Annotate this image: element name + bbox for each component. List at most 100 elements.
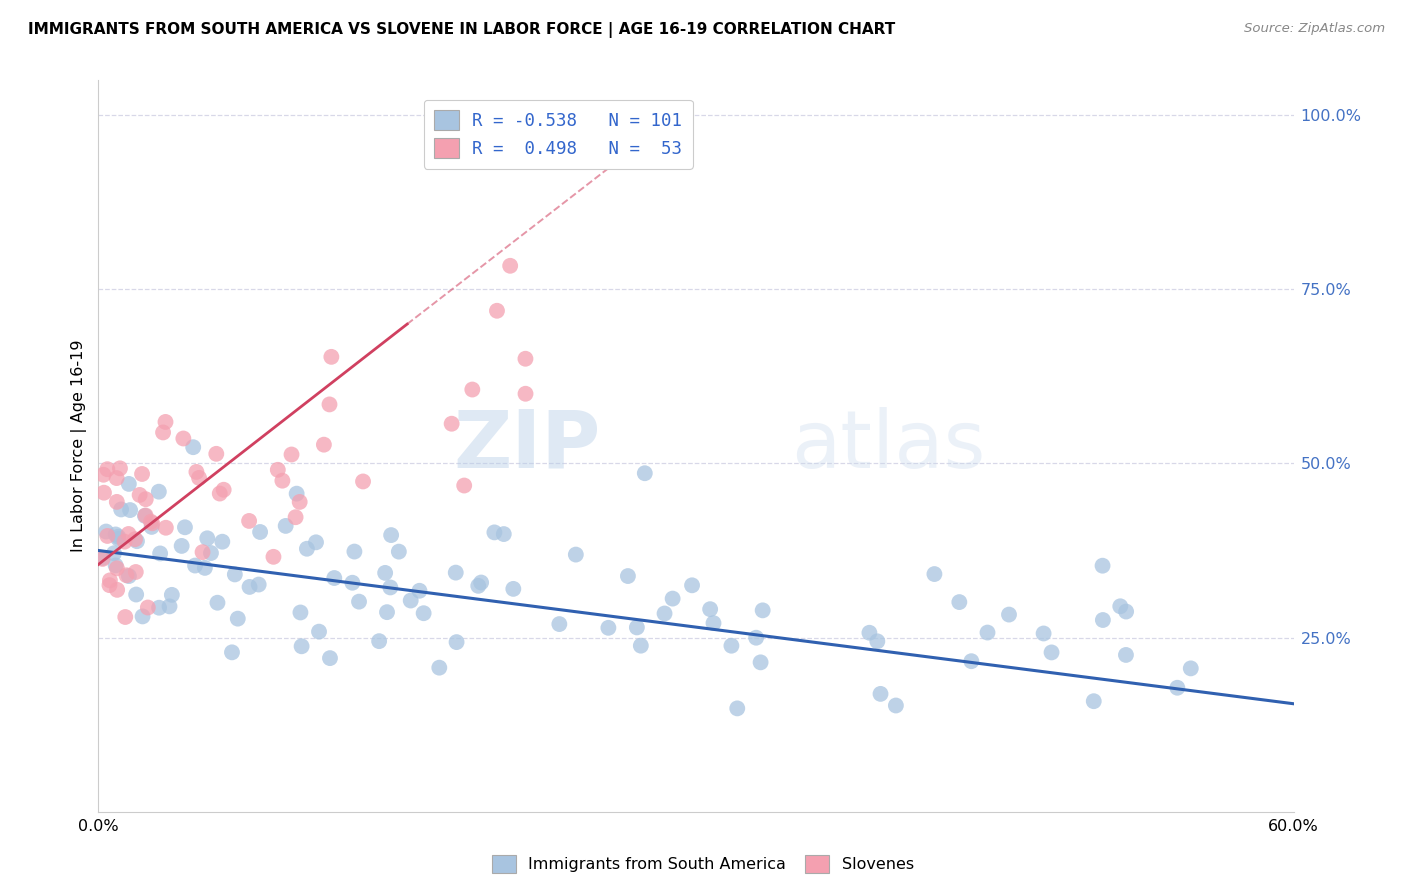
Point	[136, 600, 159, 615]
Point	[120, 503, 142, 517]
Point	[141, 520, 163, 534]
Point	[318, 397, 340, 411]
Point	[159, 599, 181, 614]
Point	[1180, 661, 1202, 675]
Point	[221, 645, 243, 659]
Point	[224, 567, 246, 582]
Point	[174, 520, 197, 534]
Point	[1083, 694, 1105, 708]
Point	[105, 471, 128, 485]
Point	[155, 521, 177, 535]
Point	[105, 561, 128, 575]
Point	[342, 575, 364, 590]
Point	[634, 467, 657, 481]
Point	[128, 488, 150, 502]
Point	[114, 610, 136, 624]
Point	[117, 527, 139, 541]
Point	[751, 603, 773, 617]
Point	[866, 634, 889, 648]
Point	[319, 651, 342, 665]
Point	[184, 558, 207, 573]
Point	[238, 580, 260, 594]
Point	[884, 698, 907, 713]
Point	[155, 415, 177, 429]
Point	[107, 530, 129, 544]
Point	[720, 639, 742, 653]
Point	[131, 609, 153, 624]
Point	[226, 612, 249, 626]
Point	[312, 438, 335, 452]
Point	[103, 546, 125, 560]
Point	[114, 534, 136, 549]
Point	[205, 447, 228, 461]
Point	[858, 625, 880, 640]
Point	[461, 383, 484, 397]
Point	[191, 545, 214, 559]
Point	[654, 607, 676, 621]
Point	[924, 567, 946, 582]
Point	[492, 527, 515, 541]
Point	[125, 588, 148, 602]
Point	[565, 548, 588, 562]
Point	[208, 486, 231, 500]
Point	[170, 539, 193, 553]
Point	[134, 508, 156, 523]
Point	[453, 478, 475, 492]
Point	[308, 624, 330, 639]
Point	[181, 440, 204, 454]
Point	[288, 495, 311, 509]
Point	[149, 546, 172, 560]
Point	[104, 527, 127, 541]
Point	[91, 551, 114, 566]
Point	[1091, 613, 1114, 627]
Y-axis label: In Labor Force | Age 16-19: In Labor Force | Age 16-19	[72, 340, 87, 552]
Point	[374, 566, 396, 580]
Point	[976, 625, 998, 640]
Point	[745, 631, 768, 645]
Point	[249, 524, 271, 539]
Point	[118, 569, 141, 583]
Point	[91, 552, 114, 566]
Point	[998, 607, 1021, 622]
Point	[139, 515, 162, 529]
Point	[135, 508, 157, 523]
Point	[98, 574, 121, 588]
Point	[960, 654, 983, 668]
Point	[96, 462, 118, 476]
Point	[200, 546, 222, 560]
Legend: Immigrants from South America, Slovenes: Immigrants from South America, Slovenes	[485, 848, 921, 880]
Point	[408, 583, 430, 598]
Point	[284, 510, 307, 524]
Point	[152, 425, 174, 440]
Point	[548, 617, 571, 632]
Point	[869, 687, 891, 701]
Text: ZIP: ZIP	[453, 407, 600, 485]
Point	[598, 621, 620, 635]
Point	[238, 514, 260, 528]
Point	[617, 569, 640, 583]
Point	[160, 588, 183, 602]
Point	[399, 593, 422, 607]
Point	[323, 571, 346, 585]
Point	[194, 561, 217, 575]
Point	[110, 502, 132, 516]
Point	[502, 582, 524, 596]
Point	[1091, 558, 1114, 573]
Point	[948, 595, 970, 609]
Point	[115, 568, 138, 582]
Point	[295, 541, 318, 556]
Point	[94, 524, 117, 539]
Point	[661, 591, 683, 606]
Point	[321, 350, 343, 364]
Point	[135, 492, 157, 507]
Point	[352, 475, 374, 489]
Point	[1032, 626, 1054, 640]
Point	[470, 575, 492, 590]
Point	[271, 474, 294, 488]
Point	[247, 577, 270, 591]
Point	[368, 634, 391, 648]
Point	[280, 448, 302, 462]
Point	[1040, 645, 1063, 659]
Point	[105, 582, 128, 597]
Point	[515, 386, 537, 401]
